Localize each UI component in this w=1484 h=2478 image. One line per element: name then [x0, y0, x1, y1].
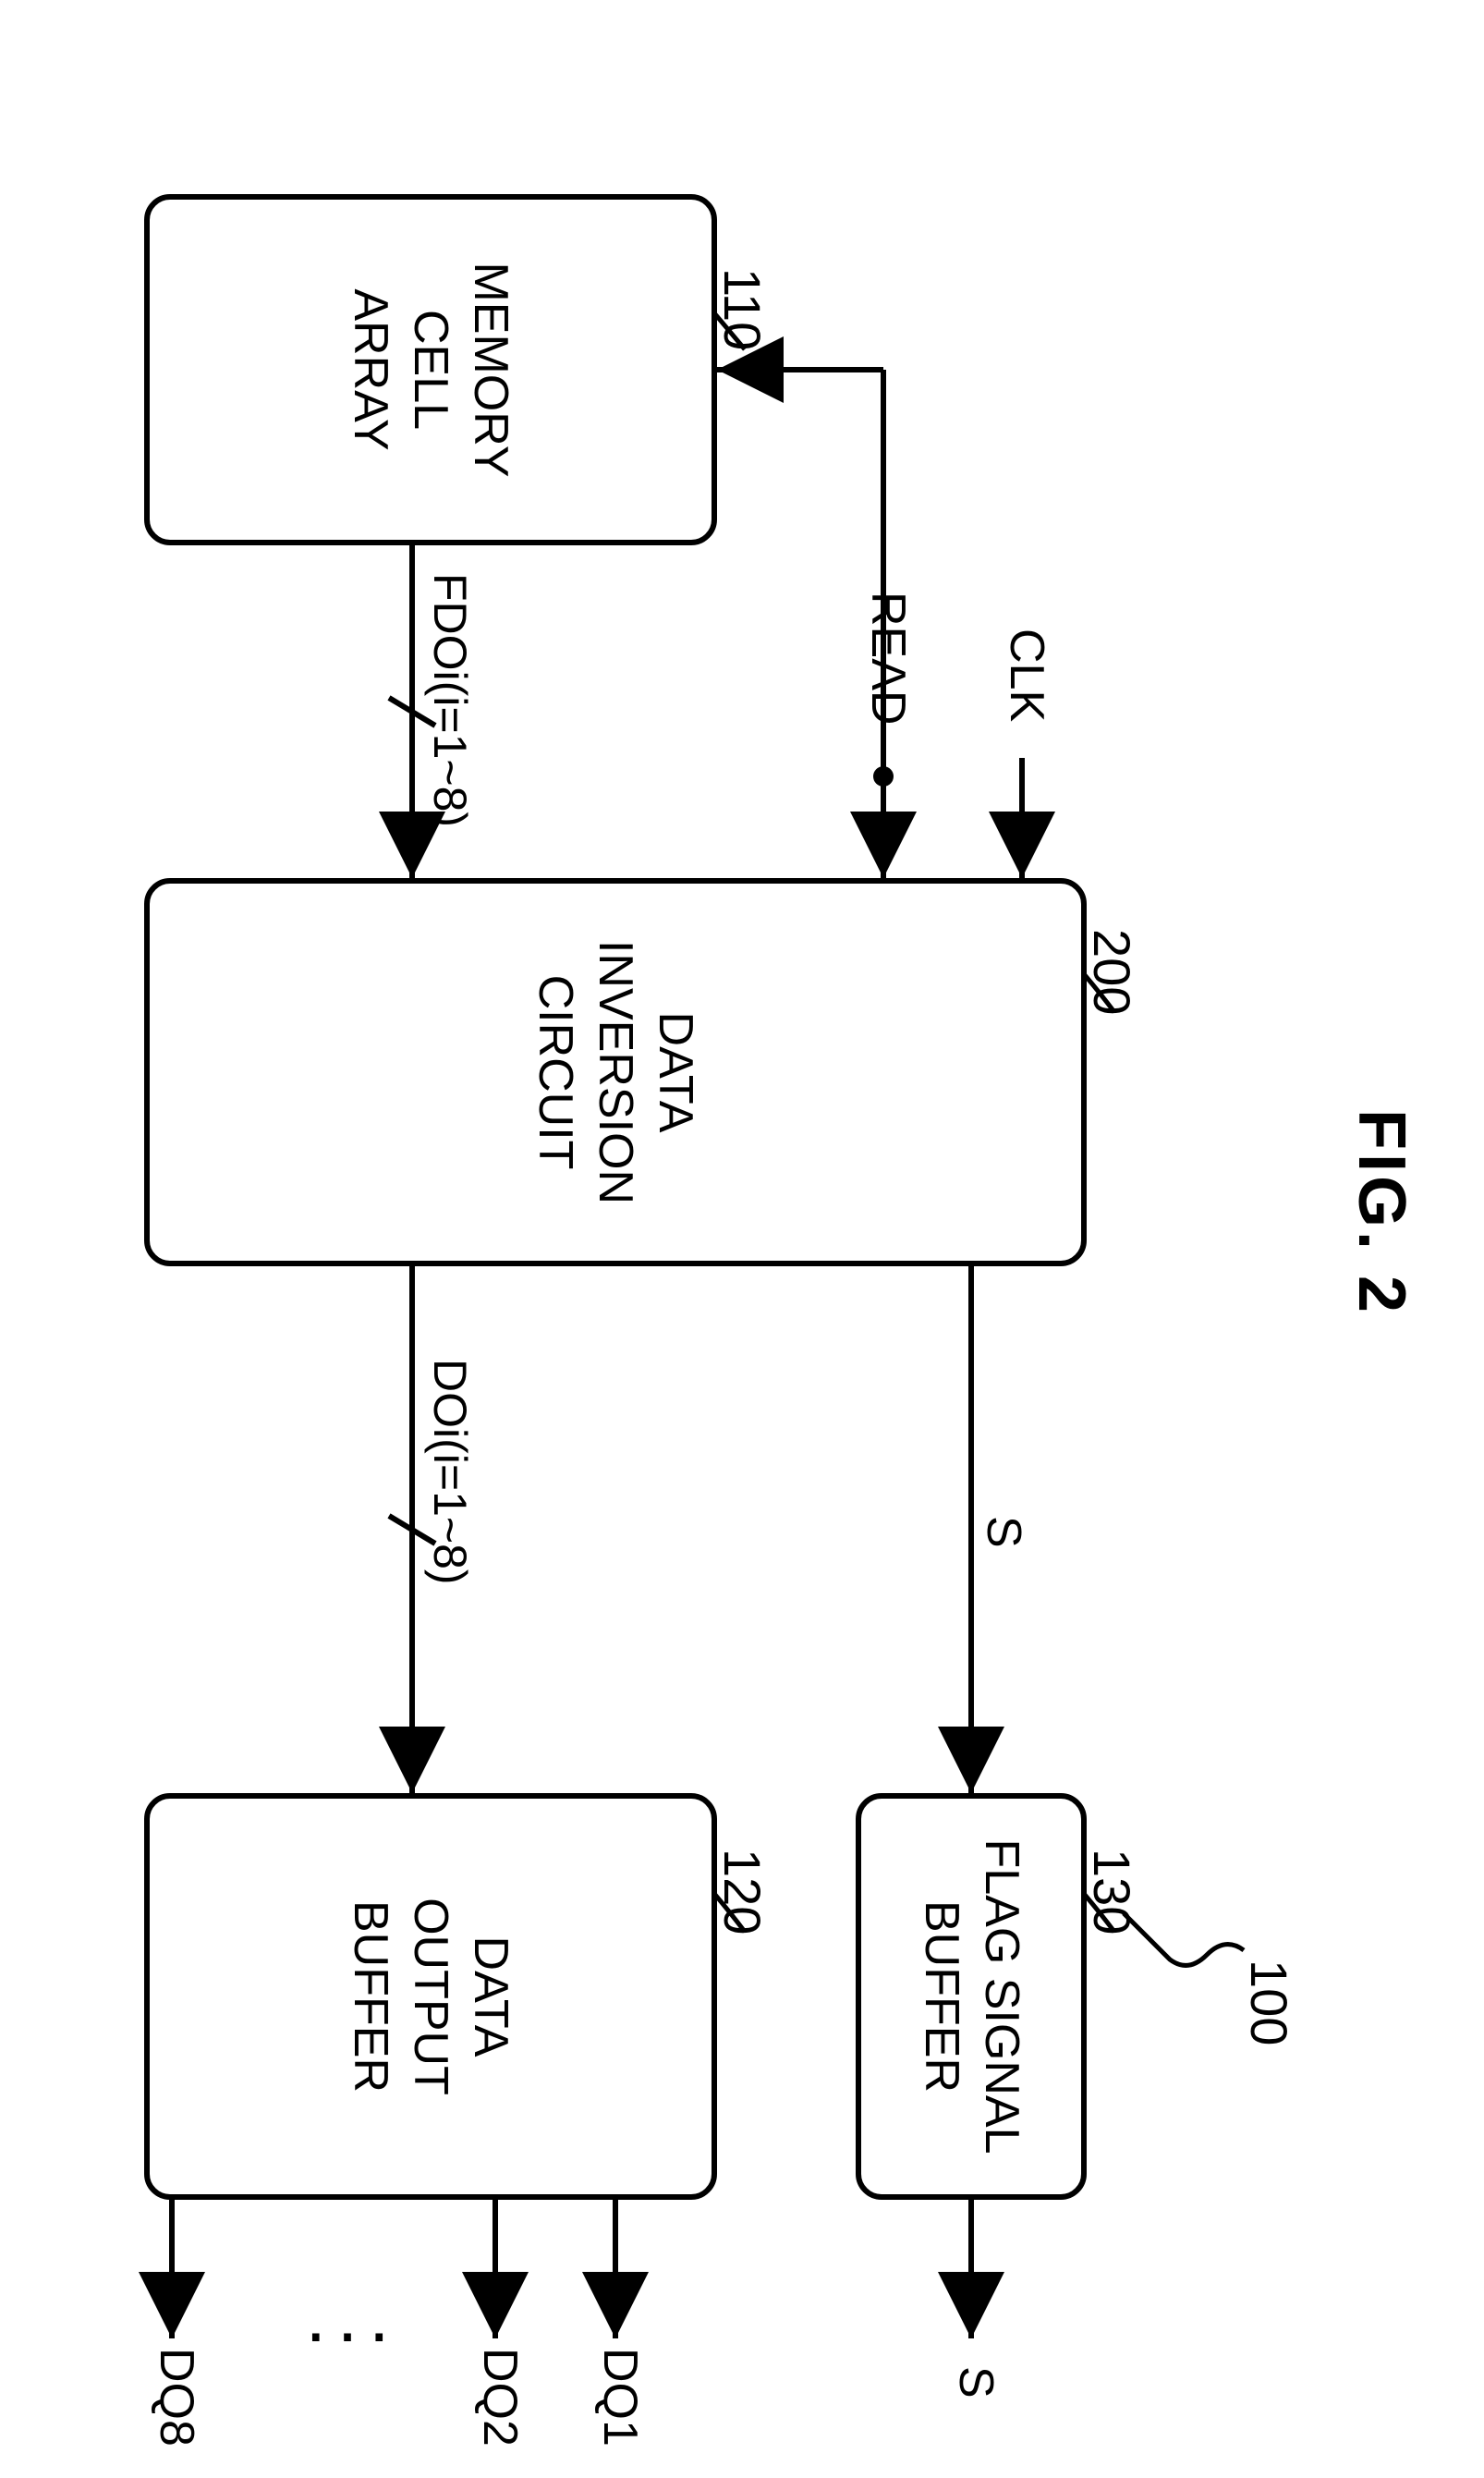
flag-signal-buffer-block: FLAG SIGNAL BUFFER [856, 1793, 1087, 2200]
output-label-2: OUTPUT [401, 1898, 461, 2095]
output-ref: 120 [712, 1849, 772, 1935]
flag-ref: 130 [1082, 1849, 1142, 1935]
flag-label-1: FLAG SIGNAL [971, 1839, 1031, 2155]
inversion-ref: 200 [1082, 929, 1142, 1015]
output-label-1: DATA [461, 1936, 521, 2057]
clk-label: CLK [999, 629, 1054, 722]
dq1-label: DQ1 [592, 2348, 648, 2447]
do-bus-label: DOi(i=1~8) [423, 1359, 477, 1585]
s-mid-label: S [976, 1516, 1031, 1548]
ellipsis-dots: ... [295, 2315, 390, 2400]
memory-label-3: ARRAY [341, 288, 401, 450]
memory-label-1: MEMORY [461, 262, 521, 477]
diagram-canvas: FIG. 2 100 MEMORY CELL ARRAY 110 DATA IN… [0, 0, 1484, 2478]
inversion-label-1: DATA [646, 1012, 706, 1133]
figure-title: FIG. 2 [1344, 1109, 1419, 1316]
output-label-3: BUFFER [341, 1900, 401, 2093]
dq2-label: DQ2 [472, 2348, 528, 2447]
data-inversion-circuit-block: DATA INVERSION CIRCUIT [144, 878, 1087, 1266]
inversion-label-3: CIRCUIT [526, 975, 586, 1170]
read-label: READ [860, 592, 916, 725]
inversion-label-2: INVERSION [586, 940, 646, 1204]
dq8-label: DQ8 [149, 2348, 204, 2447]
memory-label-2: CELL [401, 310, 461, 430]
data-output-buffer-block: DATA OUTPUT BUFFER [144, 1793, 717, 2200]
fdo-bus-label-fix: FDOi(i=1~8) [423, 573, 477, 827]
memory-cell-array-block: MEMORY CELL ARRAY [144, 194, 717, 545]
flag-label-2: BUFFER [911, 1900, 971, 2093]
memory-ref: 110 [712, 268, 772, 350]
s-out-label: S [948, 2366, 1004, 2399]
system-ref-number: 100 [1239, 1959, 1299, 2045]
